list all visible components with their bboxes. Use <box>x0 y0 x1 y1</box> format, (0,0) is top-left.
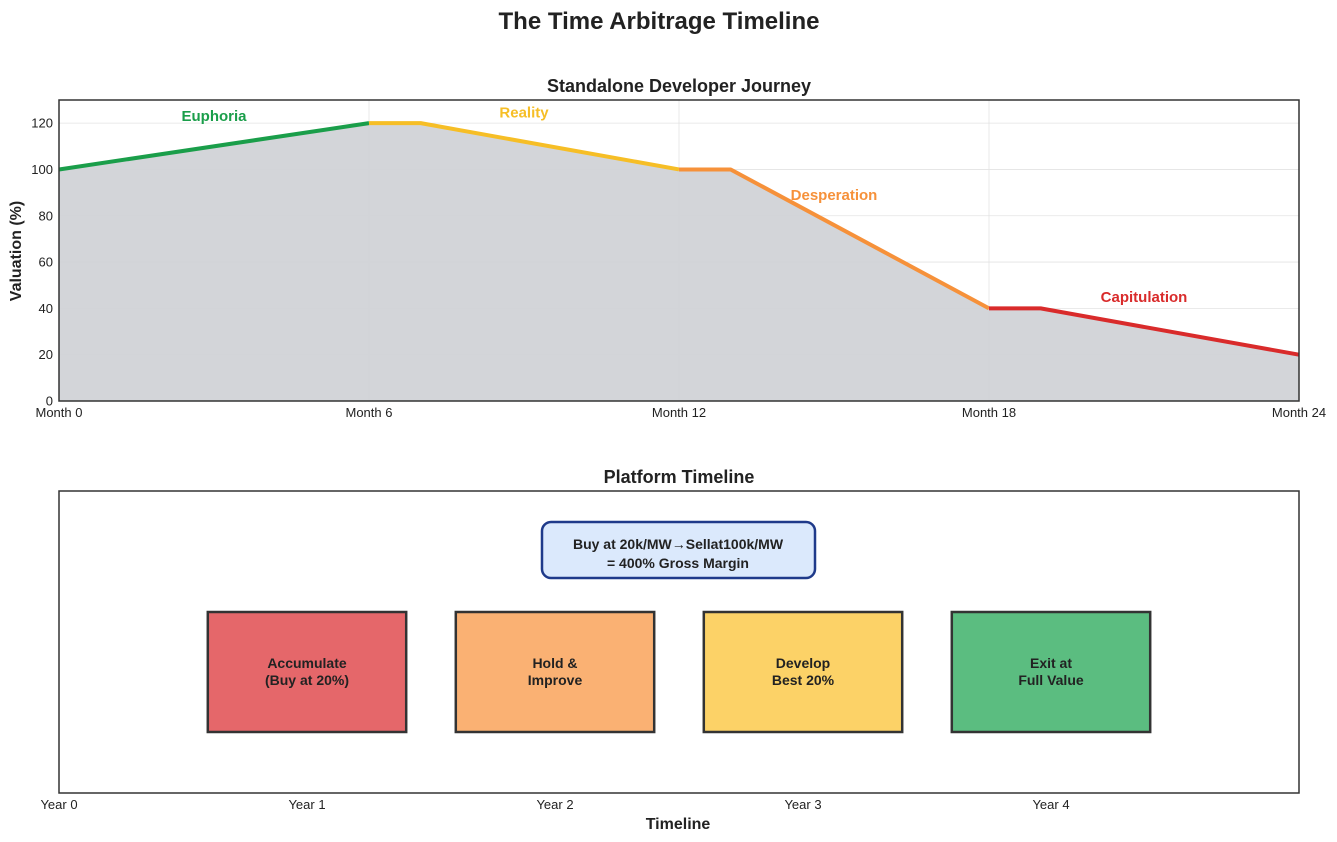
y-tick-label: 20 <box>39 347 53 362</box>
stage-label-line-2: (Buy at 20%) <box>265 672 349 688</box>
stage-rect <box>702 610 904 734</box>
x-tick-label: Month 18 <box>962 405 1016 420</box>
stage-label-line-1: Exit at <box>1030 655 1072 671</box>
phase-label-euphoria: Euphoria <box>181 108 247 125</box>
x-tick-label: Month 0 <box>36 405 83 420</box>
series-line-euphoria <box>58 121 370 172</box>
phase-labels: Euphoria Reality Desperation Capitulation <box>181 105 1187 306</box>
callout-line-2: = 400% Gross Margin <box>607 555 749 571</box>
x-axis: Month 0 Month 6 Month 12 Month 18 Month 24 <box>36 405 1327 420</box>
stage-box: Accumulate(Buy at 20%) <box>206 610 408 734</box>
phase-label-reality: Reality <box>499 105 549 122</box>
stages: Accumulate(Buy at 20%) Hold &Improve Devel… <box>206 610 1152 734</box>
stage-rect <box>206 610 408 734</box>
stage-label-line-1: Accumulate <box>267 655 347 671</box>
chart-title: Standalone Developer Journey <box>547 76 811 96</box>
x-tick-label: Year 2 <box>536 797 573 812</box>
y-tick-label: 60 <box>39 255 53 270</box>
stage-rect <box>454 610 656 734</box>
y-axis: 0 20 40 60 80 100 120 <box>31 116 53 409</box>
stage-label-line-1: Develop <box>776 655 830 671</box>
valuation-area <box>59 123 1299 402</box>
series-line-desperation <box>679 167 990 311</box>
y-tick-label: 0 <box>46 394 53 409</box>
platform-timeline-chart: Platform Timeline Buy at 20k/MW→Sellat10… <box>40 467 1300 833</box>
x-tick-label: Month 6 <box>346 405 393 420</box>
y-tick-label: 80 <box>39 208 53 223</box>
developer-journey-chart: Standalone Developer Journey 0 20 40 60 80 10… <box>8 76 1326 420</box>
stage-box: Hold &Improve <box>454 610 656 734</box>
stage-label-line-2: Best 20% <box>772 672 835 688</box>
x-axis: Year 0 Year 1 Year 2 Year 3 Year 4 <box>40 797 1069 812</box>
x-tick-label: Month 12 <box>652 405 706 420</box>
margin-callout: Buy at 20k/MW→Sellat100k/MW = 400% Gross… <box>540 520 817 580</box>
callout-box <box>540 520 817 580</box>
figure-title: The Time Arbitrage Timeline <box>499 8 820 35</box>
stage-label-line-1: Hold & <box>532 655 577 671</box>
series-line-reality <box>369 121 680 172</box>
x-tick-label: Month 24 <box>1272 405 1326 420</box>
series-lines <box>58 121 1300 357</box>
plot-frame <box>58 99 1300 402</box>
x-tick-label: Year 4 <box>1032 797 1069 812</box>
y-tick-label: 100 <box>31 162 53 177</box>
x-axis-label: Timeline <box>646 816 711 833</box>
y-axis-label: Valuation (%) <box>8 201 25 301</box>
chart-title: Platform Timeline <box>604 467 755 487</box>
stage-rect <box>950 610 1152 734</box>
x-tick-label: Year 1 <box>288 797 325 812</box>
y-tick-label: 40 <box>39 301 53 316</box>
phase-label-capitulation: Capitulation <box>1101 289 1188 306</box>
stage-label-line-2: Full Value <box>1018 672 1084 688</box>
phase-label-desperation: Desperation <box>791 187 878 204</box>
series-line-capitulation <box>989 306 1300 357</box>
stage-label-line-2: Improve <box>528 672 583 688</box>
x-tick-label: Year 0 <box>40 797 77 812</box>
callout-line-1: Buy at 20k/MW→Sellat100k/MW <box>573 536 784 552</box>
x-tick-label: Year 3 <box>784 797 821 812</box>
y-tick-label: 120 <box>31 116 53 131</box>
